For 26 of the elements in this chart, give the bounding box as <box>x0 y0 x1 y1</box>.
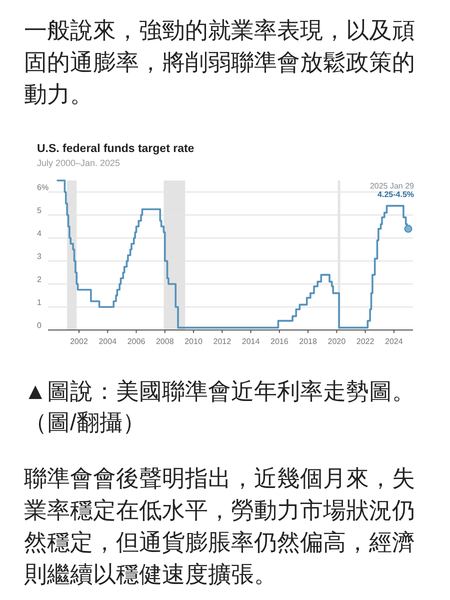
x-tick-label: 2008 <box>156 337 174 346</box>
x-tick-label: 2014 <box>242 337 260 346</box>
x-tick-label: 2020 <box>328 337 346 346</box>
x-tick-label: 2024 <box>385 337 403 346</box>
y-tick-label: 1 <box>37 298 42 307</box>
y-tick-label: 0 <box>37 321 42 330</box>
annotation: 2025 Jan 29 <box>370 182 414 190</box>
x-tick-label: 2010 <box>184 337 202 346</box>
y-tick-label: 3 <box>37 252 42 261</box>
x-tick-label: 2022 <box>356 337 374 346</box>
x-tick-label: 2012 <box>213 337 232 346</box>
y-tick-label: 6% <box>37 183 49 192</box>
x-tick-label: 2016 <box>270 337 288 346</box>
x-tick-label: 2006 <box>127 337 146 346</box>
y-tick-label: 2 <box>37 275 42 284</box>
x-tick-label: 2002 <box>70 337 88 346</box>
y-tick-label: 4 <box>37 229 42 238</box>
annotation: 4.25-4.5% <box>378 190 414 199</box>
subtitle: July 2000–Jan. 2025 <box>37 158 120 168</box>
x-tick-label: 2004 <box>98 337 117 346</box>
text-paragraph: 一般說來，強勁的就業率表現，以及頑固的通膨率，將削弱聯準會放鬆政策的動力。 <box>24 16 416 109</box>
text-paragraph: 聯準會會後聲明指出，近幾個月來，失業率穩定在低水平，勞動力市場狀況仍然穩定，但通貨膨脹率仍然偏高，經濟則繼續以穩健速度擴張。 <box>24 464 416 589</box>
y-tick-label: 5 <box>37 206 42 215</box>
title: U.S. federal funds target rate <box>37 143 194 155</box>
text-paragraph: ▲圖說：美國聯準會近年利率走勢圖。（圖/翻攝） <box>24 377 416 437</box>
x-tick-label: 2018 <box>299 337 317 346</box>
